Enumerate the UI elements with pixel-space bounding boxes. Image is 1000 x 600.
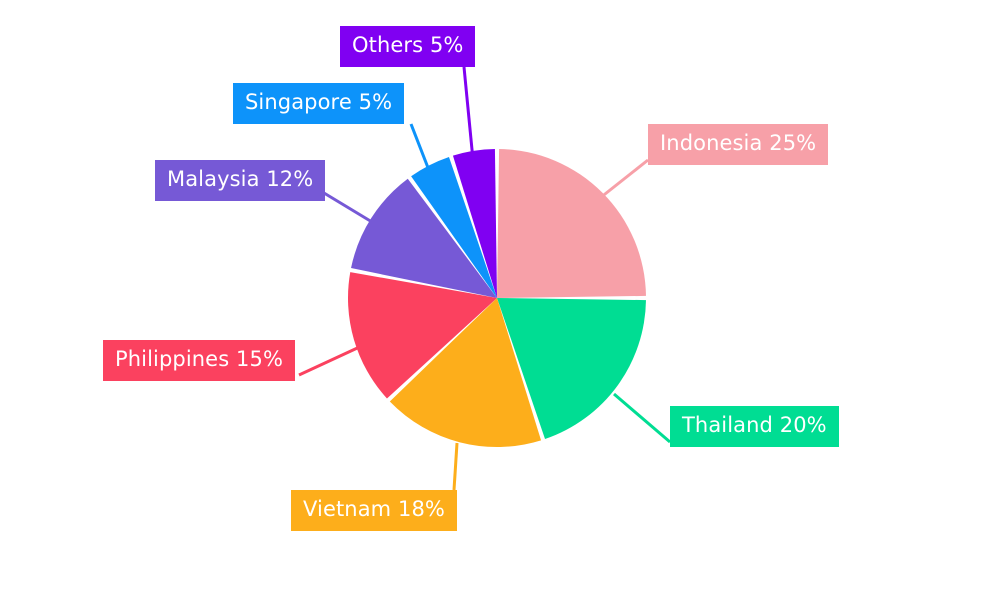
pie-slice-label[interactable]: Malaysia 12% [155, 160, 326, 201]
pie-slice[interactable] [351, 178, 497, 298]
leader-line [323, 191, 373, 224]
pie-slice[interactable] [452, 149, 497, 298]
pie-slice[interactable] [497, 298, 646, 440]
pie-slice[interactable] [497, 149, 646, 298]
leader-line [298, 342, 367, 377]
leader-line [462, 66, 475, 161]
pie-slice-label[interactable]: Singapore 5% [233, 83, 405, 124]
pie-slice[interactable] [411, 156, 497, 298]
pie-slice[interactable] [347, 272, 497, 399]
leader-line [599, 158, 649, 200]
pie-slice-label[interactable]: Vietnam 18% [291, 490, 457, 531]
pie-slice[interactable] [389, 298, 542, 448]
pie-slice-label[interactable]: Others 5% [340, 26, 476, 67]
pie-slice-label[interactable]: Indonesia 25% [648, 124, 829, 165]
pie-slice-label[interactable]: Thailand 20% [670, 406, 839, 447]
leader-line [613, 392, 671, 444]
pie-slice-label[interactable]: Philippines 15% [103, 340, 295, 381]
pie-wedge-group [347, 149, 646, 448]
leader-line [452, 442, 459, 491]
